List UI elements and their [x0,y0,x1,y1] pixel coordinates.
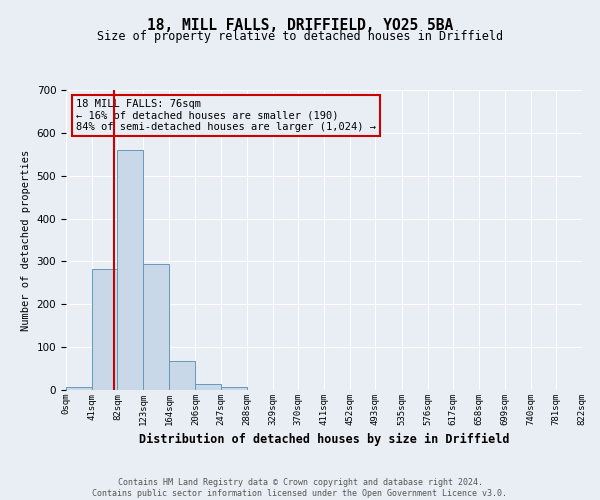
Y-axis label: Number of detached properties: Number of detached properties [21,150,31,330]
Text: 18 MILL FALLS: 76sqm
← 16% of detached houses are smaller (190)
84% of semi-deta: 18 MILL FALLS: 76sqm ← 16% of detached h… [76,99,376,132]
Bar [143,264,169,390]
Text: 18, MILL FALLS, DRIFFIELD, YO25 5BA: 18, MILL FALLS, DRIFFIELD, YO25 5BA [147,18,453,32]
Bar [196,384,221,390]
Bar [169,361,196,390]
Bar [66,387,92,390]
Text: Size of property relative to detached houses in Driffield: Size of property relative to detached ho… [97,30,503,43]
Bar [118,150,143,390]
Bar [221,387,247,390]
Text: Contains HM Land Registry data © Crown copyright and database right 2024.
Contai: Contains HM Land Registry data © Crown c… [92,478,508,498]
Bar [92,269,118,390]
X-axis label: Distribution of detached houses by size in Driffield: Distribution of detached houses by size … [139,434,509,446]
